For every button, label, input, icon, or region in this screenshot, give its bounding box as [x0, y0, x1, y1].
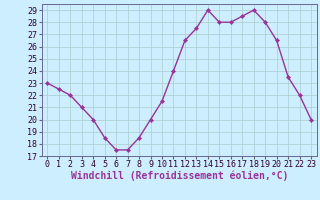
- X-axis label: Windchill (Refroidissement éolien,°C): Windchill (Refroidissement éolien,°C): [70, 171, 288, 181]
